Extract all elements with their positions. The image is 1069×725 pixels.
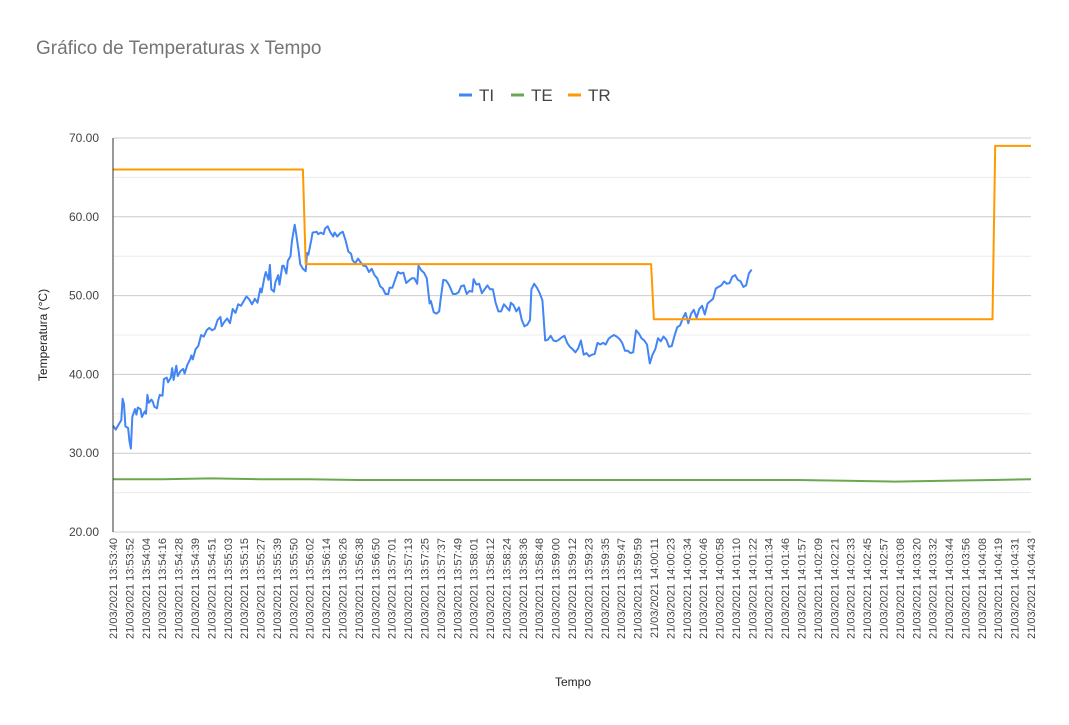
- x-tick-label: 21/03/2021 13:53:40: [108, 538, 120, 639]
- chart-title: Gráfico de Temperaturas x Tempo: [36, 38, 322, 59]
- y-tick-label: 20.00: [69, 525, 99, 539]
- x-tick-label: 21/03/2021 13:59:59: [633, 538, 645, 639]
- x-tick-label: 21/03/2021 13:59:00: [551, 538, 563, 639]
- x-tick-label: 21/03/2021 13:58:24: [501, 538, 513, 639]
- x-tick-label: 21/03/2021 14:01:10: [731, 538, 743, 639]
- x-tick-label: 21/03/2021 14:02:45: [862, 538, 874, 639]
- x-tick-label: 21/03/2021 13:54:04: [141, 538, 153, 639]
- x-tick-label: 21/03/2021 14:03:20: [911, 538, 923, 639]
- x-tick-label: 21/03/2021 13:57:37: [436, 538, 448, 639]
- x-tick-label: 21/03/2021 14:01:34: [764, 538, 776, 639]
- x-tick-label: 21/03/2021 14:00:58: [715, 538, 727, 639]
- y-axis-ticks: 20.00 30.00 40.00 50.00 60.00 70.00: [69, 131, 99, 539]
- legend-label-tr: TR: [588, 86, 611, 105]
- series-line-te: [113, 477, 1032, 483]
- x-tick-label: 21/03/2021 14:04:08: [977, 538, 989, 639]
- x-tick-label: 21/03/2021 13:55:15: [239, 538, 251, 639]
- x-tick-label: 21/03/2021 13:57:25: [420, 538, 432, 639]
- x-tick-label: 21/03/2021 13:55:03: [223, 538, 235, 639]
- x-tick-label: 21/03/2021 13:59:12: [567, 538, 579, 639]
- y-tick-label: 30.00: [69, 446, 99, 460]
- x-tick-label: 21/03/2021 14:00:23: [665, 538, 677, 639]
- y-tick-label: 60.00: [69, 210, 99, 224]
- x-axis-ticks: 21/03/2021 13:53:40 21/03/2021 13:53:52 21…: [108, 538, 1038, 639]
- x-tick-label: 21/03/2021 13:59:47: [616, 538, 628, 639]
- x-tick-label: 21/03/2021 14:03:56: [960, 538, 972, 639]
- x-tick-label: 21/03/2021 14:00:11: [649, 538, 661, 638]
- y-axis-label: Temperatura (°C): [36, 289, 50, 381]
- x-tick-label: 21/03/2021 13:58:36: [518, 538, 530, 639]
- x-tick-label: 21/03/2021 14:00:34: [682, 538, 694, 639]
- x-tick-label: 21/03/2021 13:54:39: [190, 538, 202, 639]
- x-tick-label: 21/03/2021 13:58:12: [485, 538, 497, 639]
- x-tick-label: 21/03/2021 13:56:14: [321, 538, 333, 639]
- x-tick-label: 21/03/2021 14:04:19: [993, 538, 1005, 639]
- y-tick-label: 40.00: [69, 367, 99, 381]
- x-tick-label: 21/03/2021 13:54:51: [206, 538, 218, 639]
- x-tick-label: 21/03/2021 13:54:28: [174, 538, 186, 639]
- x-tick-label: 21/03/2021 13:58:01: [469, 538, 481, 639]
- x-tick-label: 21/03/2021 14:01:46: [780, 538, 792, 639]
- x-tick-label: 21/03/2021 14:00:46: [698, 538, 710, 639]
- x-tick-label: 21/03/2021 14:02:21: [829, 538, 841, 639]
- y-tick-label: 50.00: [69, 289, 99, 303]
- x-tick-label: 21/03/2021 14:04:31: [1010, 538, 1022, 639]
- x-tick-label: 21/03/2021 13:55:39: [272, 538, 284, 639]
- series-line-ti: [112, 223, 753, 450]
- x-tick-label: 21/03/2021 13:55:27: [256, 538, 268, 639]
- x-tick-label: 21/03/2021 14:02:57: [879, 538, 891, 639]
- x-tick-label: 21/03/2021 14:01:57: [797, 538, 809, 639]
- legend-label-te: TE: [531, 86, 553, 105]
- x-tick-label: 21/03/2021 14:01:22: [747, 538, 759, 639]
- x-tick-label: 21/03/2021 13:59:35: [600, 538, 612, 639]
- x-tick-label: 21/03/2021 14:02:33: [846, 538, 858, 639]
- x-tick-label: 21/03/2021 13:56:02: [305, 538, 317, 639]
- x-tick-label: 21/03/2021 13:57:13: [403, 538, 415, 639]
- series-line-tr: [113, 144, 1031, 321]
- x-tick-label: 21/03/2021 13:58:48: [534, 538, 546, 639]
- y-tick-label: 70.00: [69, 131, 99, 145]
- x-tick-label: 21/03/2021 13:56:26: [338, 538, 350, 639]
- x-tick-label: 21/03/2021 13:54:16: [157, 538, 169, 639]
- x-tick-label: 21/03/2021 13:53:52: [124, 538, 136, 639]
- x-tick-label: 21/03/2021 13:57:01: [387, 538, 399, 639]
- x-tick-label: 21/03/2021 14:03:44: [944, 538, 956, 639]
- x-axis-label: Tempo: [555, 675, 591, 689]
- legend-label-ti: TI: [479, 86, 494, 105]
- x-tick-label: 21/03/2021 14:02:09: [813, 538, 825, 639]
- x-tick-label: 21/03/2021 13:55:50: [288, 538, 300, 639]
- legend: TI TE TR: [459, 86, 611, 105]
- gridlines: [113, 137, 1031, 533]
- x-tick-label: 21/03/2021 14:03:32: [928, 538, 940, 639]
- x-tick-label: 21/03/2021 13:57:49: [452, 538, 464, 639]
- x-tick-label: 21/03/2021 14:04:43: [1026, 538, 1038, 639]
- x-tick-label: 21/03/2021 13:59:23: [583, 538, 595, 639]
- x-tick-label: 21/03/2021 14:03:08: [895, 538, 907, 639]
- x-tick-label: 21/03/2021 13:56:38: [354, 538, 366, 639]
- x-tick-label: 21/03/2021 13:56:50: [370, 538, 382, 639]
- series-lines: [112, 144, 1032, 483]
